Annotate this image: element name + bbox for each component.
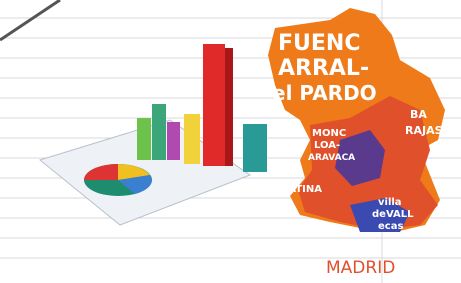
- map-label: MONC: [312, 128, 346, 139]
- illustration: FUENC ARRAL- el PARDO MONC LOA- ARAVACA …: [0, 0, 461, 283]
- map-label: BA: [410, 108, 427, 121]
- map-label: ecas: [378, 221, 403, 232]
- map-label: deVALL: [372, 209, 414, 220]
- map-label: ARRAL-: [278, 56, 369, 81]
- map-label: LATINA: [282, 184, 322, 195]
- map-label: LOA-: [314, 140, 340, 151]
- map-label: FUENC: [278, 31, 360, 56]
- map-label: RAJAS: [405, 124, 443, 137]
- page: {"map": {"labels": ["FUENC", "ARRAL-", "…: [0, 0, 461, 283]
- map-label: villa: [378, 197, 402, 208]
- map-label: el PARDO: [272, 81, 377, 105]
- map-label: ARAVACA: [308, 153, 355, 163]
- map-title: MADRID: [326, 258, 395, 278]
